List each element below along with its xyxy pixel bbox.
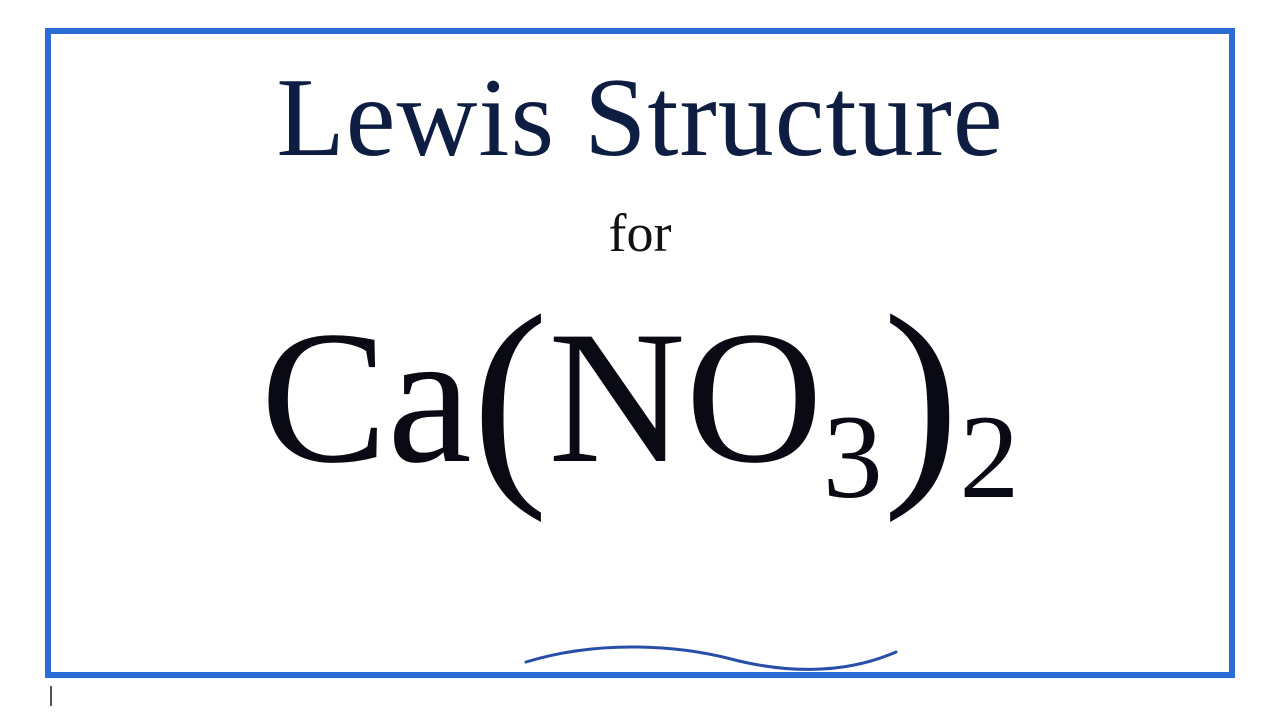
text-cursor-indicator bbox=[50, 686, 52, 706]
open-paren: ( bbox=[472, 298, 549, 494]
formula-prefix: Ca bbox=[261, 303, 472, 493]
title-text: Lewis Structure bbox=[276, 62, 1003, 174]
swoosh-path bbox=[526, 647, 896, 669]
subscript-3: 3 bbox=[823, 397, 883, 517]
chemical-formula: Ca ( NO 3 ) 2 bbox=[261, 286, 1020, 493]
content-frame: Lewis Structure for Ca ( NO 3 ) 2 bbox=[45, 28, 1235, 678]
subtitle-text: for bbox=[609, 202, 672, 264]
formula-inner: NO bbox=[548, 303, 822, 493]
underline-swoosh bbox=[521, 634, 901, 684]
close-paren: ) bbox=[883, 298, 960, 494]
subscript-2: 2 bbox=[959, 397, 1019, 517]
